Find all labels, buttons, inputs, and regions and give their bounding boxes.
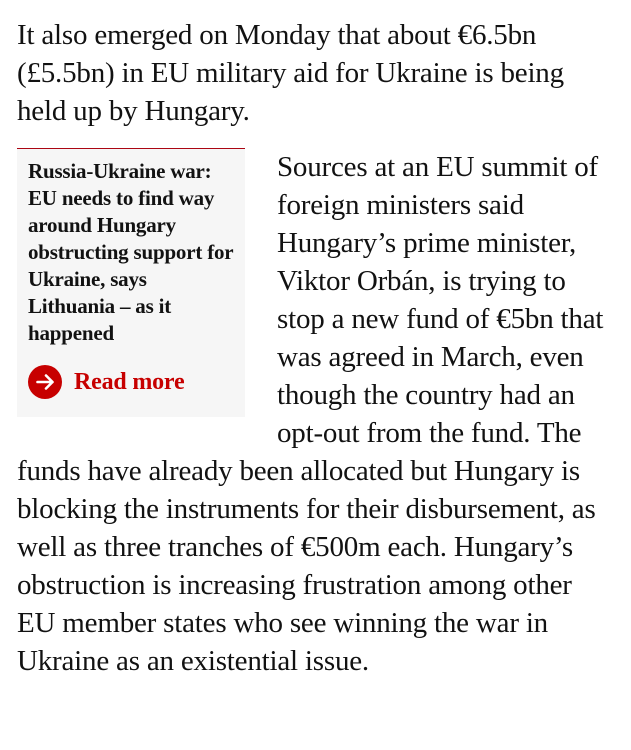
right-arrow-glyph	[36, 374, 54, 390]
intro-paragraph: It also emerged on Monday that about €6.…	[17, 0, 614, 130]
read-more-label: Read more	[74, 369, 185, 395]
main-paragraph-text: Sources at an EU summit of foreign minis…	[17, 151, 604, 677]
right-arrow-circle-icon	[28, 365, 62, 399]
article-body: It also emerged on Monday that about €6.…	[17, 0, 614, 680]
read-more-link[interactable]: Read more	[28, 365, 234, 399]
main-paragraph: Russia-Ukraine war: EU needs to find way…	[17, 148, 614, 680]
related-article-card[interactable]: Russia-Ukraine war: EU needs to find way…	[17, 148, 245, 417]
intro-paragraph-text: It also emerged on Monday that about €6.…	[17, 19, 564, 127]
related-article-headline[interactable]: Russia-Ukraine war: EU needs to find way…	[28, 159, 234, 345]
